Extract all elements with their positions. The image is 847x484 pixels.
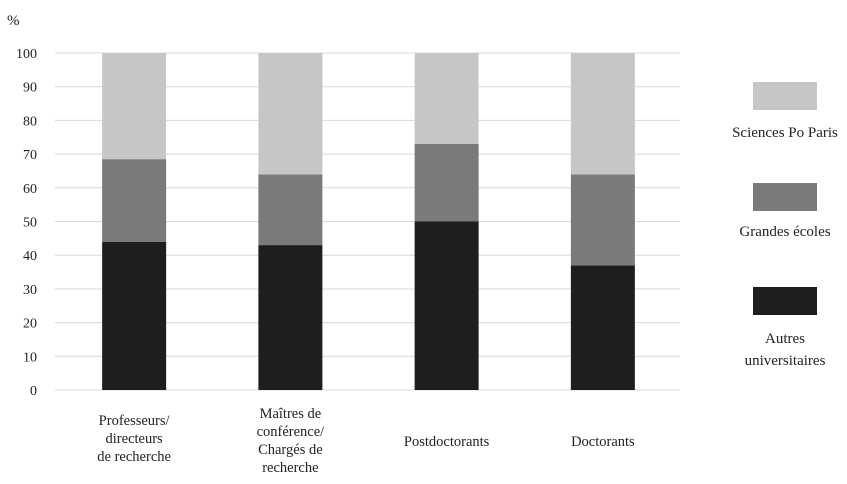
y-tick-label: 0: [30, 384, 37, 399]
y-tick-label: 20: [23, 317, 37, 332]
bar-segment: [571, 53, 635, 174]
x-category-label: Doctorants: [571, 434, 635, 450]
bar-segment: [415, 144, 479, 222]
x-axis-category-labels: Professeurs/directeurs de recherche Maître…: [97, 406, 635, 476]
y-tick-label: 50: [23, 216, 37, 231]
bar-segment: [258, 174, 322, 245]
bar-segment: [571, 174, 635, 265]
y-tick-label: 80: [23, 114, 37, 129]
bar-segment: [102, 159, 166, 242]
y-axis-tick-labels: 0 10 20 30 40 50 60 70 80 90 100: [16, 47, 37, 399]
y-tick-label: 40: [23, 249, 37, 264]
y-tick-label: 90: [23, 81, 37, 96]
legend-label: Autres universitaires: [745, 331, 826, 369]
bar-segment: [571, 265, 635, 390]
y-axis-unit-label: %: [7, 13, 20, 29]
y-tick-label: 30: [23, 283, 37, 298]
bar-segment: [415, 53, 479, 144]
x-category-label: Professeurs/directeurs de recherche: [97, 413, 171, 465]
bar-segment: [415, 222, 479, 391]
bar-segment: [258, 53, 322, 174]
y-tick-label: 60: [23, 182, 37, 197]
legend-swatch: [753, 82, 817, 110]
x-category-label: Postdoctorants: [404, 434, 490, 450]
legend-label: Grandes écoles: [739, 224, 830, 240]
bar-segment: [102, 242, 166, 390]
legend-swatch: [753, 183, 817, 211]
x-category-label: Maîtres de conférence/Chargés de recherche: [257, 406, 326, 476]
legend: Sciences Po Paris Grandes écoles Autres uni…: [732, 82, 838, 369]
y-tick-label: 100: [16, 47, 37, 62]
legend-swatch: [753, 287, 817, 315]
y-tick-label: 10: [23, 350, 37, 365]
legend-label: Sciences Po Paris: [732, 125, 838, 141]
bar-segment: [102, 53, 166, 159]
y-tick-label: 70: [23, 148, 37, 163]
bar-segment: [258, 245, 322, 390]
